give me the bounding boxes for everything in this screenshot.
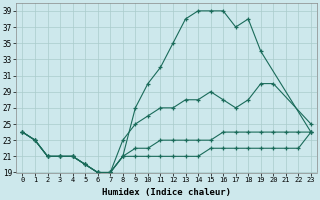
- X-axis label: Humidex (Indice chaleur): Humidex (Indice chaleur): [102, 188, 231, 197]
